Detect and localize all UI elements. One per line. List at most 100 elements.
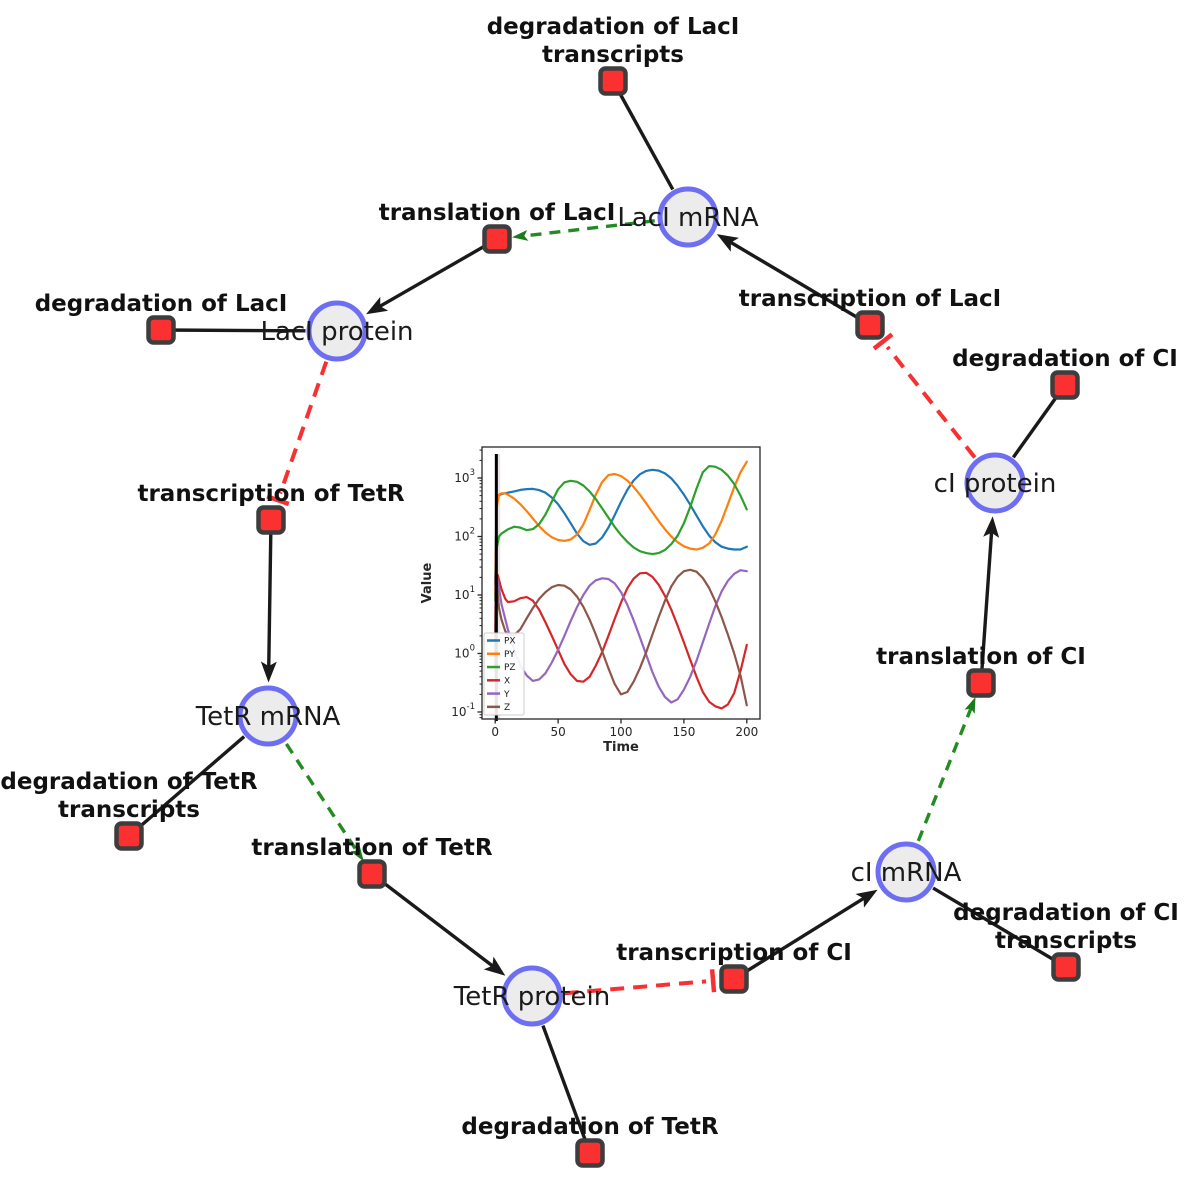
reaction-label: transcription of CI bbox=[616, 940, 852, 966]
reactant-edge bbox=[611, 80, 675, 191]
reaction-node-transl_tetr[interactable] bbox=[357, 859, 387, 889]
edge-transl_laci-laci_protein bbox=[366, 237, 498, 315]
legend-entry-label: X bbox=[504, 677, 510, 687]
species-label: LacI mRNA bbox=[617, 203, 758, 233]
product-arrowhead-icon bbox=[260, 661, 277, 683]
reaction-label: translation of LacI bbox=[379, 200, 616, 226]
x-axis-label: Time bbox=[603, 740, 639, 755]
species-label: TetR protein bbox=[453, 982, 610, 1012]
legend-entry-label: Y bbox=[503, 690, 510, 700]
reactant-edge bbox=[127, 735, 246, 838]
inhibition-tbar-icon bbox=[709, 969, 717, 993]
inhibition-edge bbox=[278, 361, 329, 495]
species-node-ci_mrna[interactable] bbox=[875, 841, 937, 903]
y-tick-label: 103 bbox=[454, 468, 475, 485]
inhibition-tbar-icon bbox=[266, 494, 290, 507]
product-edge bbox=[729, 240, 871, 327]
edge-tx_ci-ci_mrna bbox=[733, 889, 878, 981]
edge-tetr_protein-tx_ci bbox=[564, 969, 717, 996]
reaction-label: transcripts bbox=[58, 797, 200, 823]
reaction-label: translation of CI bbox=[876, 644, 1086, 670]
product-arrowhead-icon bbox=[716, 234, 739, 252]
product-edge bbox=[733, 896, 865, 981]
reaction-node-deg_tetr[interactable] bbox=[575, 1138, 605, 1168]
product-arrowhead-icon bbox=[855, 889, 878, 908]
reaction-node-transl_laci[interactable] bbox=[482, 224, 512, 254]
inhibition-tbar-icon bbox=[872, 332, 894, 351]
product-arrowhead-icon bbox=[366, 296, 389, 315]
plot-series-X bbox=[494, 571, 748, 710]
reaction-node-tx_laci[interactable] bbox=[855, 310, 885, 340]
y-tick-label: 100 bbox=[454, 643, 475, 660]
edge-deg_laci-laci_protein bbox=[160, 328, 306, 333]
product-edge bbox=[379, 237, 498, 308]
reactant-edge bbox=[160, 328, 306, 333]
edge-ci_protein-tx_laci bbox=[872, 332, 977, 459]
product-edge bbox=[267, 519, 273, 667]
reaction-label: degradation of TetR bbox=[0, 769, 257, 795]
product-arrowhead-icon bbox=[983, 516, 1000, 538]
x-tick-label: 150 bbox=[672, 725, 695, 739]
reaction-label: transcripts bbox=[542, 42, 684, 68]
edge-laci_protein-tx_tetr bbox=[266, 361, 329, 507]
edge-laci_mrna-transl_laci bbox=[511, 219, 655, 241]
modifier-edge bbox=[523, 219, 655, 238]
edge-deg_tetr-tetr_protein bbox=[541, 1024, 592, 1154]
x-tick-label: 100 bbox=[610, 725, 633, 739]
inhibition-edge bbox=[885, 345, 977, 459]
plot-series-PY bbox=[494, 460, 748, 597]
reaction-label: transcription of TetR bbox=[137, 481, 404, 507]
reaction-label: degradation of CI bbox=[952, 346, 1178, 372]
reaction-node-tx_ci[interactable] bbox=[719, 964, 749, 994]
species-label: cI protein bbox=[934, 469, 1057, 499]
reaction-node-deg_tetr_tx[interactable] bbox=[114, 821, 144, 851]
legend-entry-label: Z bbox=[504, 703, 510, 713]
edge-tx_tetr-tetr_mrna bbox=[260, 519, 277, 683]
product-arrowhead-icon bbox=[483, 956, 506, 976]
species-node-tetr_protein[interactable] bbox=[501, 965, 563, 1027]
modifier-edge bbox=[916, 707, 973, 842]
legend-entry-label: PY bbox=[504, 650, 515, 660]
species-label: TetR mRNA bbox=[195, 702, 341, 732]
y-axis-label: Value bbox=[420, 562, 435, 603]
species-label: cI mRNA bbox=[851, 858, 962, 888]
reaction-node-deg_laci[interactable] bbox=[146, 315, 176, 345]
modifier-arrowhead-icon bbox=[511, 229, 529, 241]
species-node-laci_protein[interactable] bbox=[306, 300, 368, 362]
simulation-plot: 0 50 100 150 200 10-1 100 101 102 103 Time Value PX P… bbox=[420, 432, 810, 772]
reaction-node-deg_ci_tx[interactable] bbox=[1051, 952, 1081, 982]
reaction-node-tx_tetr[interactable] bbox=[256, 505, 286, 535]
reaction-label: degradation of CI bbox=[953, 900, 1179, 926]
legend-entry-label: PZ bbox=[504, 663, 516, 673]
reaction-node-deg_ci[interactable] bbox=[1050, 370, 1080, 400]
edge-tetr_mrna-transl_tetr bbox=[284, 743, 364, 862]
reaction-label: transcripts bbox=[995, 928, 1137, 954]
y-tick-label: 10-1 bbox=[451, 702, 475, 719]
species-node-laci_mrna[interactable] bbox=[657, 186, 719, 248]
y-tick-label: 101 bbox=[454, 585, 475, 602]
reaction-label: degradation of LacI bbox=[35, 291, 288, 317]
product-edge bbox=[370, 872, 494, 968]
species-label: LacI protein bbox=[260, 317, 413, 347]
reaction-label: degradation of TetR bbox=[461, 1114, 718, 1140]
reaction-node-deg_laci_tx[interactable] bbox=[598, 66, 628, 96]
edge-transl_tetr-tetr_protein bbox=[370, 872, 506, 976]
reaction-node-transl_ci[interactable] bbox=[966, 668, 996, 698]
species-node-ci_protein[interactable] bbox=[964, 452, 1026, 514]
reaction-label: transcription of LacI bbox=[739, 286, 1002, 312]
plot-series-Z bbox=[494, 568, 748, 707]
edge-ci_mrna-transl_ci bbox=[916, 696, 976, 842]
edge-tx_laci-laci_mrna bbox=[716, 234, 871, 327]
edge-transl_ci-ci_protein bbox=[979, 516, 1000, 684]
x-tick-label: 50 bbox=[550, 725, 565, 739]
reaction-label: degradation of LacI bbox=[487, 14, 740, 40]
y-tick-label: 102 bbox=[454, 526, 475, 543]
reaction-label: translation of TetR bbox=[251, 835, 492, 861]
plot-series-Y bbox=[494, 569, 748, 704]
plot-series-PX bbox=[494, 468, 748, 586]
x-tick-label: 0 bbox=[491, 725, 499, 739]
species-node-tetr_mrna[interactable] bbox=[237, 685, 299, 747]
plot-background bbox=[420, 432, 810, 772]
